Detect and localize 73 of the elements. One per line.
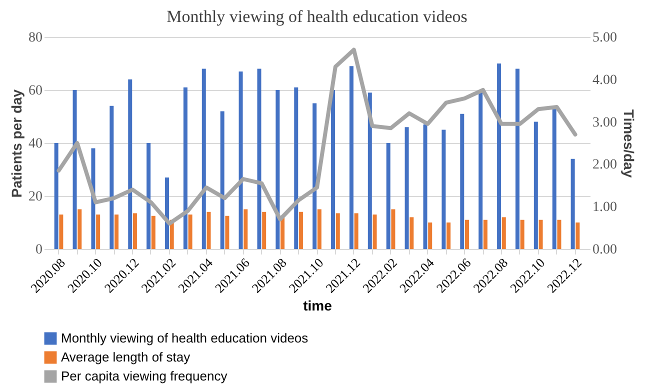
y2-tick-label: 2.00 bbox=[592, 158, 617, 173]
bar bbox=[317, 209, 322, 249]
bar bbox=[59, 214, 64, 249]
bar bbox=[391, 209, 396, 249]
y-axis-title: Patients per day bbox=[8, 89, 24, 198]
bar bbox=[132, 213, 137, 249]
y-tick-label: 0 bbox=[36, 242, 42, 258]
bar bbox=[244, 209, 248, 249]
y-tick-label: 60 bbox=[28, 84, 42, 98]
bar bbox=[570, 158, 575, 249]
y-tick-label: 40 bbox=[28, 136, 42, 152]
bar bbox=[336, 213, 340, 249]
bar bbox=[372, 214, 377, 249]
bar bbox=[220, 111, 224, 249]
bar bbox=[483, 220, 488, 249]
bar bbox=[96, 214, 100, 249]
bar bbox=[538, 220, 543, 249]
bar bbox=[460, 114, 464, 249]
y2-tick-label: 4.00 bbox=[592, 72, 617, 88]
y-tick-label: 20 bbox=[28, 190, 42, 204]
bar bbox=[404, 127, 409, 249]
bar bbox=[225, 216, 230, 249]
bar bbox=[497, 64, 502, 249]
bar bbox=[557, 220, 562, 249]
bar bbox=[349, 66, 354, 249]
legend-label: Average length of stay bbox=[61, 350, 191, 364]
chart-title: Monthly viewing of health education videos bbox=[166, 7, 468, 26]
bar bbox=[515, 68, 520, 249]
bar bbox=[238, 71, 243, 249]
bar bbox=[410, 217, 414, 249]
bar bbox=[502, 217, 506, 249]
bar bbox=[114, 214, 119, 249]
legend-label: Monthly viewing of health education videos bbox=[61, 330, 309, 346]
bar bbox=[552, 108, 556, 249]
bar bbox=[128, 79, 132, 249]
bar bbox=[446, 222, 451, 249]
bar bbox=[206, 212, 211, 249]
legend-label: Per capita viewing frequency bbox=[61, 368, 228, 384]
bar bbox=[294, 87, 298, 249]
bar bbox=[423, 124, 428, 249]
bar bbox=[183, 87, 188, 249]
bar bbox=[151, 216, 156, 249]
line-series bbox=[56, 48, 578, 226]
bar bbox=[428, 222, 432, 249]
bar bbox=[165, 177, 170, 249]
bar bbox=[276, 90, 280, 249]
x-axis-title: time bbox=[303, 298, 332, 314]
bar bbox=[576, 222, 580, 249]
y2-tick-label: 5.00 bbox=[592, 30, 617, 46]
bar bbox=[257, 68, 262, 249]
bar bbox=[146, 143, 151, 249]
y2-axis-title: Times/day bbox=[621, 109, 637, 178]
y2-tick-label: 0.00 bbox=[592, 242, 617, 258]
bar bbox=[298, 212, 303, 249]
y2-tick-label: 3.00 bbox=[592, 115, 617, 130]
bar bbox=[202, 68, 206, 249]
bar bbox=[442, 130, 446, 249]
bar bbox=[54, 143, 58, 249]
y2-tick-label: 1.00 bbox=[592, 200, 617, 216]
bar bbox=[520, 220, 524, 249]
bar bbox=[280, 217, 285, 249]
bar bbox=[464, 220, 469, 249]
bar bbox=[386, 143, 390, 249]
bar bbox=[188, 214, 192, 249]
bar bbox=[262, 212, 266, 249]
bar bbox=[110, 106, 114, 249]
bar bbox=[354, 213, 358, 249]
bar bbox=[331, 90, 336, 249]
bar bbox=[78, 209, 82, 249]
bar bbox=[534, 122, 538, 249]
y-tick-label: 80 bbox=[28, 30, 42, 46]
bar bbox=[72, 90, 77, 249]
bar bbox=[312, 103, 317, 249]
